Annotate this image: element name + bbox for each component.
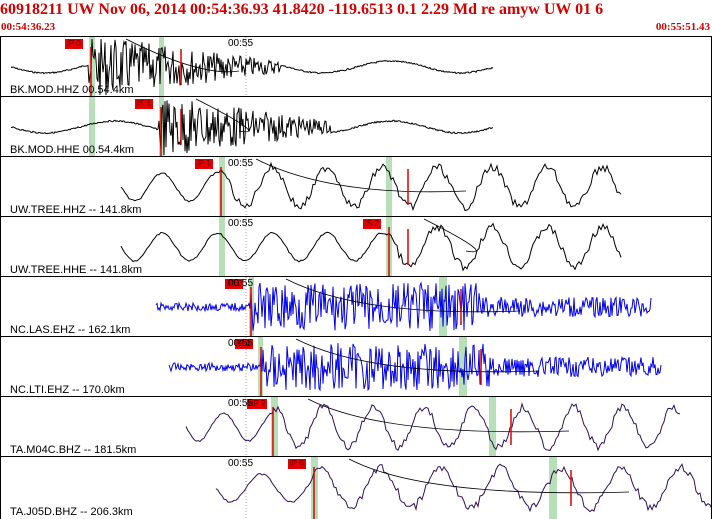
traveltime-curve bbox=[125, 38, 240, 73]
phase-window bbox=[386, 157, 392, 217]
trace-panel-7[interactable]: eP 2 00:55 TA.M04C.BHZ -- 181.5km bbox=[0, 396, 712, 457]
waveform-canvas bbox=[10, 97, 494, 157]
waveform bbox=[10, 100, 494, 156]
trace-panel-5[interactable]: iP 1 00:55 NC.LAS.EHZ -- 162.1km bbox=[0, 276, 712, 337]
pick-flag[interactable]: iP 1 bbox=[195, 159, 213, 169]
pick-flag[interactable]: eP 2 bbox=[247, 399, 268, 409]
pick-flag[interactable]: iP 0 bbox=[288, 459, 306, 469]
waveform-canvas bbox=[10, 37, 494, 97]
phase-window bbox=[159, 37, 164, 97]
channel-label: TA.M04C.BHZ -- 181.5km bbox=[10, 444, 137, 456]
time-tick: 00:55 bbox=[228, 278, 254, 289]
time-tick: 00:55 bbox=[228, 38, 254, 49]
pick-flag[interactable]: iP 2 bbox=[235, 339, 253, 349]
traveltime-curve bbox=[285, 278, 520, 313]
time-tick: 00:55 bbox=[228, 338, 254, 349]
waveform bbox=[168, 343, 662, 392]
trace-panel-6[interactable]: iP 2 00:55 NC.LTI.EHZ -- 170.0km bbox=[0, 336, 712, 397]
waveform-canvas bbox=[215, 457, 711, 519]
pick-flag[interactable]: iS 1 bbox=[135, 99, 153, 109]
traveltime-curve bbox=[195, 98, 249, 133]
traveltime-curve bbox=[307, 398, 570, 433]
waveform bbox=[120, 222, 622, 272]
channel-label: NC.LTI.EHZ -- 170.0km bbox=[10, 384, 125, 396]
channel-label: NC.LAS.EHZ -- 162.1km bbox=[10, 324, 131, 336]
time-tick: 00:55 bbox=[228, 158, 254, 169]
waveform-canvas bbox=[185, 397, 681, 457]
phase-window bbox=[459, 337, 467, 397]
trace-panel-4[interactable]: iS 2 00:55 UW.TREE.HHE -- 141.8km bbox=[0, 216, 712, 277]
phase-window bbox=[89, 37, 95, 97]
trace-panel-1[interactable]: iP 0 00:55 BK.MOD.HHZ 00.54.4km bbox=[0, 36, 712, 97]
waveform bbox=[185, 402, 681, 452]
pick-flag[interactable]: iS 2 bbox=[363, 219, 381, 229]
channel-label: BK.MOD.HHZ 00.54.4km bbox=[10, 84, 134, 96]
traveltime-curve bbox=[348, 458, 630, 494]
pick-flag[interactable]: iP 0 bbox=[65, 39, 83, 49]
waveform bbox=[155, 281, 652, 331]
waveform-canvas bbox=[120, 217, 622, 277]
phase-window bbox=[271, 397, 278, 457]
trace-panels[interactable]: iP 0 00:55 BK.MOD.HHZ 00.54.4km iS 1 BK.MOD.… bbox=[0, 36, 712, 519]
channel-label: UW.TREE.HHZ -- 141.8km bbox=[10, 204, 142, 216]
waveform-canvas bbox=[155, 277, 652, 337]
time-tick: 00:55 bbox=[228, 398, 254, 409]
waveform bbox=[120, 161, 622, 212]
phase-window bbox=[549, 457, 557, 519]
phase-window bbox=[489, 397, 496, 457]
trace-panel-8[interactable]: iP 0 00:55 TA.J05D.BHZ -- 206.3km bbox=[0, 456, 712, 519]
end-time: 00:55:51.43 bbox=[655, 21, 710, 33]
traveltime-curve bbox=[295, 338, 540, 373]
channel-label: TA.J05D.BHZ -- 206.3km bbox=[10, 506, 133, 518]
phase-window bbox=[219, 217, 225, 277]
waveform-canvas bbox=[120, 157, 622, 217]
time-tick: 00:55 bbox=[228, 218, 254, 229]
phase-window bbox=[219, 157, 225, 217]
traveltime-curve bbox=[255, 158, 467, 193]
channel-label: BK.MOD.HHE 00.54.4km bbox=[10, 144, 135, 156]
event-title: 60918211 UW Nov 06, 2014 00:54:36.93 41.… bbox=[0, 1, 604, 18]
phase-window bbox=[439, 277, 447, 337]
phase-window bbox=[89, 97, 95, 157]
start-time: 00:54:36.23 bbox=[1, 21, 56, 33]
trace-panel-3[interactable]: iP 1 00:55 UW.TREE.HHZ -- 141.8km bbox=[0, 156, 712, 217]
trace-panel-2[interactable]: iS 1 BK.MOD.HHE 00.54.4km bbox=[0, 96, 712, 157]
channel-label: UW.TREE.HHE -- 141.8km bbox=[10, 264, 143, 276]
waveform-canvas bbox=[168, 337, 662, 397]
time-tick: 00:55 bbox=[228, 458, 254, 469]
traveltime-curve bbox=[423, 218, 477, 253]
waveform bbox=[215, 463, 711, 513]
pick-flag[interactable]: iP 1 bbox=[225, 279, 243, 289]
